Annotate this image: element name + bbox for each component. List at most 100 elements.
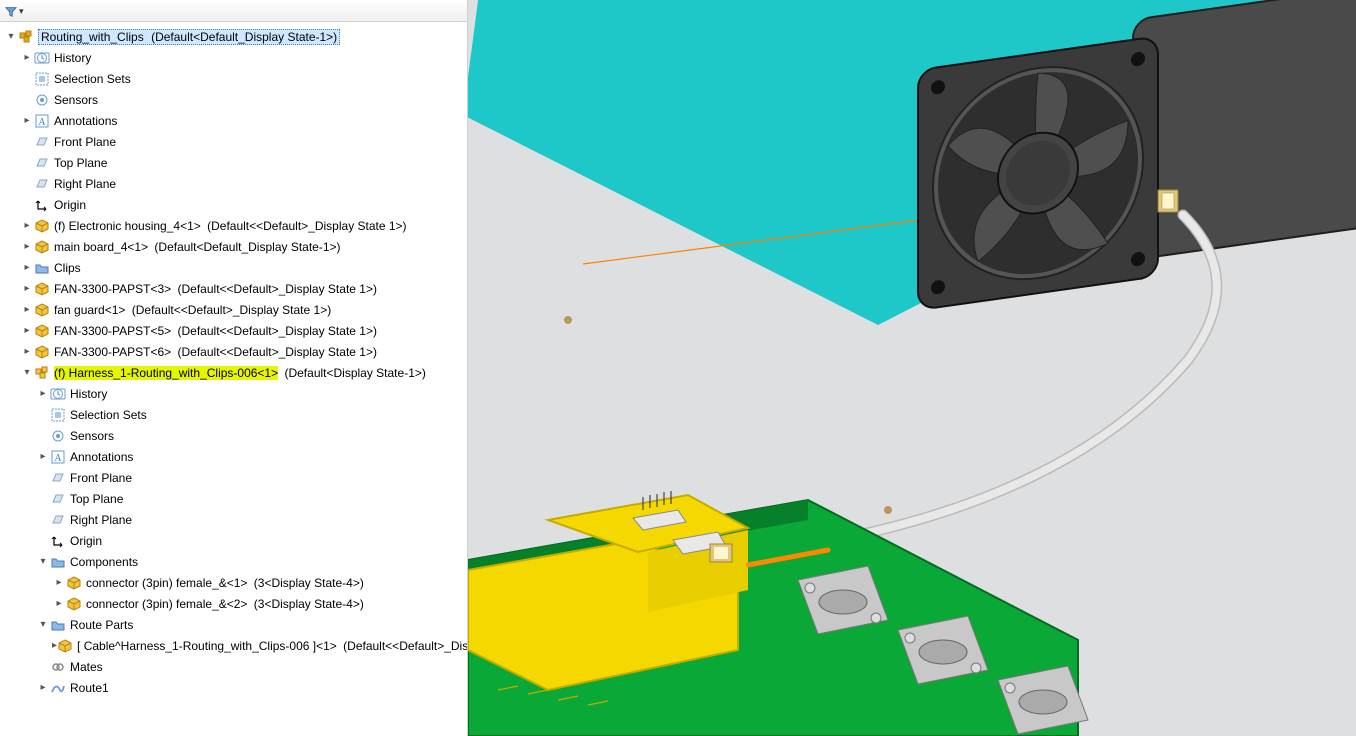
folder-icon xyxy=(34,260,50,276)
sensor-icon xyxy=(34,92,50,108)
part-icon xyxy=(57,638,73,654)
tree-state: (Default<Default_Display State-1>) xyxy=(154,240,340,254)
root-state: (Default<Default_Display State-1>) xyxy=(151,30,337,44)
tree-label: connector (3pin) female_&<2> xyxy=(86,597,247,611)
tree-row-route-parts[interactable]: Route Parts xyxy=(2,614,465,635)
root-assembly-row[interactable]: Routing_with_Clips (Default<Default_Disp… xyxy=(2,26,465,47)
caret-icon[interactable] xyxy=(36,388,50,399)
mates-icon xyxy=(50,659,66,675)
part-icon xyxy=(34,218,50,234)
part-icon xyxy=(66,575,82,591)
main-container: ▾ Routing_with_Clips (Default<Default_Di… xyxy=(0,0,1356,736)
3d-viewport[interactable] xyxy=(468,0,1356,736)
tree-row-harness[interactable]: (f) Harness_1-Routing_with_Clips-006<1> … xyxy=(2,362,465,383)
tree-label: FAN-3300-PAPST<5> xyxy=(54,324,171,338)
tree-label: Selection Sets xyxy=(70,408,147,422)
filter-bar[interactable]: ▾ xyxy=(0,2,467,22)
tree-row-clips[interactable]: Clips xyxy=(2,257,465,278)
tree-label: History xyxy=(70,387,107,401)
caret-icon[interactable] xyxy=(36,451,50,462)
tree-row-fan-3300-3[interactable]: FAN-3300-PAPST<3> (Default<<Default>_Dis… xyxy=(2,278,465,299)
tree-row-selection-sets[interactable]: Selection Sets xyxy=(2,68,465,89)
caret-icon[interactable] xyxy=(20,115,34,126)
caret-icon[interactable] xyxy=(20,52,34,63)
caret-icon[interactable] xyxy=(20,241,34,252)
tree-label: Sensors xyxy=(54,93,98,107)
caret-icon[interactable] xyxy=(20,283,34,294)
part-icon xyxy=(34,239,50,255)
annotation-icon: A xyxy=(50,449,66,465)
part-icon xyxy=(34,302,50,318)
tree-row-connector-1[interactable]: connector (3pin) female_&<1> (3<Display … xyxy=(2,572,465,593)
history-icon xyxy=(50,386,66,402)
tree-row-history[interactable]: History xyxy=(2,47,465,68)
caret-icon[interactable] xyxy=(52,577,66,588)
tree-label: Clips xyxy=(54,261,81,275)
tree-row-main-board[interactable]: main board_4<1> (Default<Default_Display… xyxy=(2,236,465,257)
tree-row-h-history[interactable]: History xyxy=(2,383,465,404)
feature-tree-panel: ▾ Routing_with_Clips (Default<Default_Di… xyxy=(0,0,468,736)
caret-icon[interactable] xyxy=(20,220,34,231)
tree-label: connector (3pin) female_&<1> xyxy=(86,576,247,590)
tree-row-fan-3300-6[interactable]: FAN-3300-PAPST<6> (Default<<Default>_Dis… xyxy=(2,341,465,362)
tree-row-right-plane[interactable]: Right Plane xyxy=(2,173,465,194)
tree-row-top-plane[interactable]: Top Plane xyxy=(2,152,465,173)
folder-icon xyxy=(50,554,66,570)
tree-row-electronic-housing[interactable]: (f) Electronic housing_4<1> (Default<<De… xyxy=(2,215,465,236)
caret-icon[interactable] xyxy=(4,31,18,42)
tree-label: fan guard<1> xyxy=(54,303,125,317)
caret-icon[interactable] xyxy=(20,367,34,378)
caret-icon[interactable] xyxy=(36,619,50,630)
tree-row-h-right-plane[interactable]: Right Plane xyxy=(2,509,465,530)
origin-icon xyxy=(50,533,66,549)
tree-label: Right Plane xyxy=(70,513,132,527)
model-view xyxy=(468,0,1356,736)
tree-row-h-origin[interactable]: Origin xyxy=(2,530,465,551)
plane-icon xyxy=(50,512,66,528)
tree-label: (f) Electronic housing_4<1> xyxy=(54,219,201,233)
plane-icon xyxy=(50,470,66,486)
tree-label: FAN-3300-PAPST<3> xyxy=(54,282,171,296)
tree-row-cable[interactable]: [ Cable^Harness_1-Routing_with_Clips-006… xyxy=(2,635,465,656)
tree-row-sensors[interactable]: Sensors xyxy=(2,89,465,110)
tree-row-origin[interactable]: Origin xyxy=(2,194,465,215)
caret-icon[interactable] xyxy=(20,304,34,315)
folder-icon xyxy=(50,617,66,633)
tree-row-h-top-plane[interactable]: Top Plane xyxy=(2,488,465,509)
annotation-icon: A xyxy=(34,113,50,129)
caret-icon[interactable] xyxy=(52,598,66,609)
origin-icon xyxy=(34,197,50,213)
caret-icon[interactable] xyxy=(20,262,34,273)
caret-icon[interactable] xyxy=(20,325,34,336)
tree-label: FAN-3300-PAPST<6> xyxy=(54,345,171,359)
tree-row-route1[interactable]: Route1 xyxy=(2,677,465,698)
tree-row-front-plane[interactable]: Front Plane xyxy=(2,131,465,152)
tree-row-h-annotations[interactable]: AAnnotations xyxy=(2,446,465,467)
tree-row-h-selection-sets[interactable]: Selection Sets xyxy=(2,404,465,425)
part-icon xyxy=(34,281,50,297)
tree-row-annotations[interactable]: AAnnotations xyxy=(2,110,465,131)
tree-label: Origin xyxy=(54,198,86,212)
caret-icon[interactable] xyxy=(20,346,34,357)
tree-label: History xyxy=(54,51,91,65)
caret-icon[interactable] xyxy=(36,556,50,567)
tree-row-h-front-plane[interactable]: Front Plane xyxy=(2,467,465,488)
caret-icon[interactable] xyxy=(36,682,50,693)
plane-icon xyxy=(34,176,50,192)
tree-row-mates[interactable]: Mates xyxy=(2,656,465,677)
tree-row-connector-2[interactable]: connector (3pin) female_&<2> (3<Display … xyxy=(2,593,465,614)
filter-icon xyxy=(4,5,18,19)
tree-row-h-sensors[interactable]: Sensors xyxy=(2,425,465,446)
assembly-icon xyxy=(18,29,34,45)
tree-row-fan-3300-5[interactable]: FAN-3300-PAPST<5> (Default<<Default>_Dis… xyxy=(2,320,465,341)
plane-icon xyxy=(34,134,50,150)
tree-label: Origin xyxy=(70,534,102,548)
tree-label: [ Cable^Harness_1-Routing_with_Clips-006… xyxy=(77,639,337,653)
tree-state: (Default<<Default>_Display State 1>) xyxy=(178,324,377,338)
svg-text:A: A xyxy=(54,453,62,464)
plane-icon xyxy=(50,491,66,507)
tree-row-fan-guard[interactable]: fan guard<1> (Default<<Default>_Display … xyxy=(2,299,465,320)
tree-row-h-components[interactable]: Components xyxy=(2,551,465,572)
tree-label: (f) Harness_1-Routing_with_Clips-006<1> xyxy=(54,366,278,380)
tree-label: Mates xyxy=(70,660,103,674)
